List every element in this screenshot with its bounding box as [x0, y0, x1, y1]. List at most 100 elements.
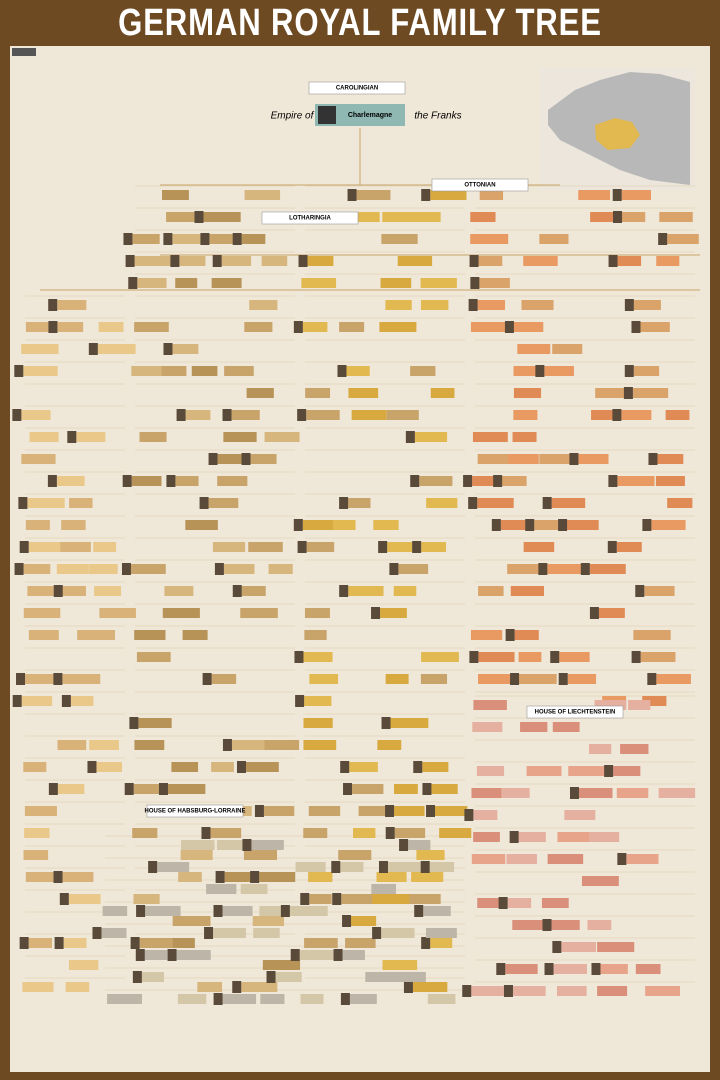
person-box — [409, 894, 441, 904]
person-box — [534, 520, 571, 530]
portrait — [604, 765, 614, 777]
person-box — [477, 898, 501, 908]
portrait — [569, 787, 579, 799]
portrait — [158, 783, 168, 795]
person-box — [68, 960, 99, 970]
person-box — [348, 586, 384, 596]
person-box — [172, 344, 199, 354]
person-box — [479, 278, 510, 288]
portrait — [535, 365, 545, 377]
person-box — [240, 884, 268, 894]
person-box — [645, 986, 681, 996]
person-box — [89, 740, 119, 750]
person-box — [621, 190, 651, 200]
person-box — [507, 898, 532, 908]
person-box — [513, 410, 538, 420]
person-box — [632, 388, 669, 398]
person-box — [131, 366, 166, 376]
person-box — [133, 894, 160, 904]
person-box — [473, 810, 498, 820]
person-box — [512, 920, 546, 930]
person-box — [339, 322, 365, 332]
person-box — [21, 454, 56, 464]
person-box — [27, 498, 65, 508]
portrait — [624, 299, 634, 311]
person-box — [21, 696, 53, 706]
person-box — [616, 788, 649, 798]
person-box — [635, 964, 661, 974]
person-box — [470, 630, 503, 640]
portrait — [378, 541, 388, 553]
person-box — [308, 872, 333, 882]
portrait — [399, 839, 409, 851]
person-box — [517, 344, 551, 354]
person-box — [304, 696, 332, 706]
portrait — [426, 805, 436, 817]
person-box — [180, 850, 213, 860]
person-box — [411, 872, 444, 882]
portrait — [421, 937, 431, 949]
person-box — [416, 850, 445, 860]
person-box — [477, 300, 506, 310]
portrait — [213, 993, 223, 1005]
person-box — [25, 520, 50, 530]
portrait — [48, 783, 58, 795]
person-box — [130, 564, 166, 574]
person-box — [349, 994, 377, 1004]
portrait — [558, 673, 568, 685]
person-box — [512, 986, 546, 996]
portrait — [222, 409, 232, 421]
portrait — [125, 255, 135, 267]
portrait — [613, 211, 623, 223]
portrait — [542, 497, 552, 509]
person-box — [633, 366, 660, 376]
portrait — [202, 673, 212, 685]
person-box — [408, 840, 431, 850]
portrait — [166, 475, 176, 487]
person-box — [429, 862, 455, 872]
person-box — [472, 722, 503, 732]
person-box — [521, 300, 554, 310]
portrait — [580, 563, 590, 575]
portrait — [61, 695, 71, 707]
person-box — [539, 234, 569, 244]
portrait — [371, 607, 381, 619]
person-box — [479, 190, 504, 200]
portrait — [167, 949, 177, 961]
portrait — [498, 897, 508, 909]
person-box — [651, 520, 686, 530]
person-box — [346, 366, 370, 376]
person-box — [172, 916, 211, 926]
portrait — [631, 651, 641, 663]
portrait — [293, 519, 303, 531]
person-box — [56, 476, 85, 486]
person-box — [264, 432, 300, 442]
portrait — [204, 927, 214, 939]
person-box — [307, 256, 334, 266]
portrait — [67, 431, 77, 443]
portrait — [658, 233, 668, 245]
person-box — [222, 906, 253, 916]
person-box — [659, 212, 693, 222]
person-box — [382, 960, 418, 970]
house-label: OTTONIAN — [464, 183, 495, 189]
person-box — [551, 920, 580, 930]
portrait — [589, 607, 599, 619]
person-box — [628, 700, 651, 710]
person-box — [353, 828, 376, 838]
portrait — [16, 673, 26, 685]
person-box — [176, 950, 211, 960]
person-box — [245, 762, 279, 772]
person-box — [157, 862, 190, 872]
person-box — [470, 234, 509, 244]
person-box — [500, 520, 535, 530]
person-box — [622, 212, 646, 222]
person-box — [24, 806, 57, 816]
portrait — [214, 563, 224, 575]
person-box — [514, 630, 539, 640]
person-box — [557, 832, 590, 842]
portrait — [331, 861, 341, 873]
portrait — [130, 937, 140, 949]
person-box — [589, 832, 620, 842]
person-box — [471, 854, 506, 864]
